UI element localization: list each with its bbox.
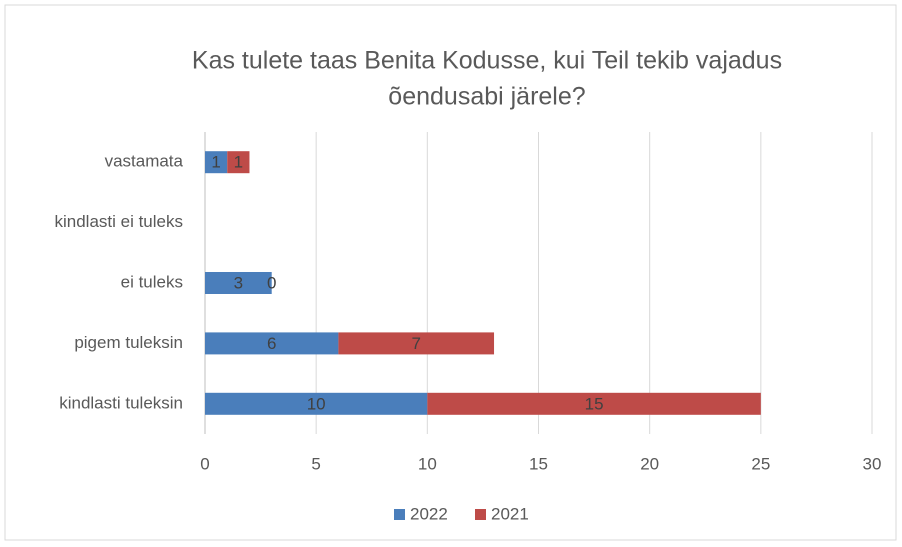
chart-frame — [4, 4, 897, 541]
data-label: 1 — [211, 153, 220, 172]
data-label: 3 — [234, 273, 243, 292]
bar — [338, 332, 495, 355]
data-label: 7 — [411, 334, 420, 353]
y-tick-label: ei tuleks — [121, 272, 183, 291]
data-label: 6 — [267, 334, 276, 353]
y-tick-label: pigem tuleksin — [74, 333, 183, 352]
y-tick-label: kindlasti tuleksin — [59, 393, 183, 412]
bar — [205, 272, 272, 294]
data-label: 15 — [585, 394, 604, 413]
x-tick-label: 5 — [311, 454, 320, 473]
bar — [427, 392, 761, 415]
x-tick-label: 15 — [529, 454, 548, 473]
x-tick-label: 30 — [863, 454, 882, 473]
data-label: 10 — [307, 394, 326, 413]
bar — [205, 151, 228, 174]
bar — [227, 151, 250, 174]
x-tick-label: 25 — [751, 454, 770, 473]
data-label: 1 — [234, 153, 243, 172]
legend-label: 2022 — [410, 504, 448, 523]
x-tick-label: 0 — [200, 454, 209, 473]
x-tick-label: 10 — [418, 454, 437, 473]
legend-label: 2021 — [491, 504, 529, 523]
bar — [205, 332, 339, 355]
data-label: 0 — [267, 273, 276, 292]
x-tick-label: 20 — [640, 454, 659, 473]
y-tick-label: kindlasti ei tuleks — [54, 212, 183, 231]
chart-title: Kas tulete taas Benita Kodusse, kui Teil… — [192, 47, 782, 75]
y-tick-label: vastamata — [105, 152, 184, 171]
legend-swatch — [475, 509, 486, 520]
chart-title: õendusabi järele? — [388, 83, 585, 111]
bar — [205, 392, 428, 415]
legend-swatch — [394, 509, 405, 520]
